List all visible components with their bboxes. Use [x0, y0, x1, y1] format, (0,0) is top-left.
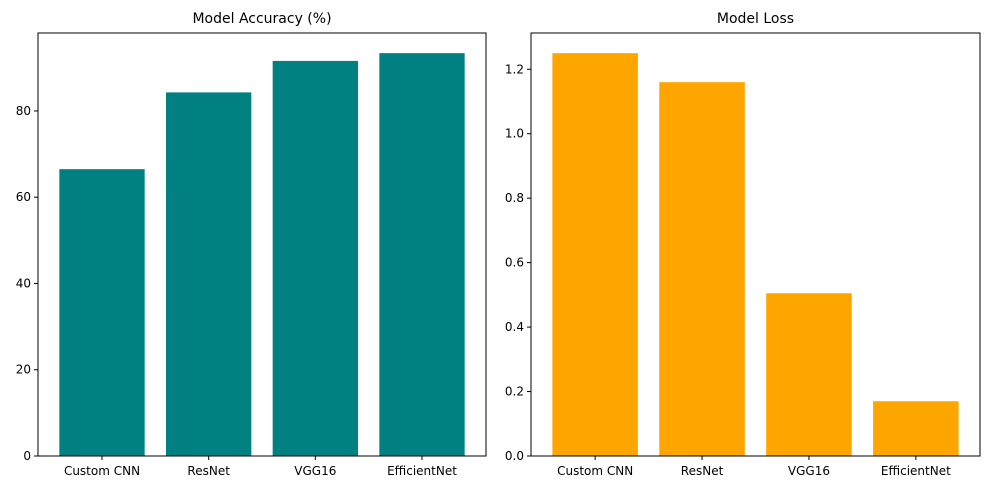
- accuracy-xtick-label-1: ResNet: [187, 464, 230, 478]
- loss-ytick-label-1: 0.2: [505, 385, 524, 399]
- accuracy-chart-title: Model Accuracy (%): [192, 11, 331, 27]
- accuracy-ytick-label-2: 40: [16, 276, 31, 290]
- accuracy-xtick-label-2: VGG16: [294, 464, 336, 478]
- accuracy-bar-1: [166, 92, 252, 456]
- loss-xtick-label-1: ResNet: [681, 464, 724, 478]
- accuracy-xtick-label-3: EfficientNet: [387, 464, 457, 478]
- loss-ytick-label-5: 1.0: [505, 127, 524, 141]
- accuracy-bar-2: [272, 60, 358, 456]
- accuracy-ytick-label-4: 80: [16, 104, 31, 118]
- accuracy-chart: Model Accuracy (%) 0 20 40 60 80 Custom CNN Res…: [16, 11, 487, 478]
- loss-ytick-label-4: 0.8: [505, 191, 524, 205]
- loss-chart-title: Model Loss: [717, 11, 794, 27]
- loss-bar-2: [766, 293, 852, 456]
- loss-bar-0: [552, 53, 638, 457]
- accuracy-bar-0: [59, 169, 145, 456]
- loss-bar-3: [873, 401, 959, 456]
- loss-chart: Model Loss 0.0 0.2 0.4 0.6 0.8 1.0 1.2 Custom CN…: [505, 11, 981, 478]
- loss-ytick-label-0: 0.0: [505, 449, 524, 463]
- loss-ytick-label-3: 0.6: [505, 256, 524, 270]
- loss-xtick-label-3: EfficientNet: [881, 464, 951, 478]
- loss-bar-1: [659, 82, 745, 457]
- accuracy-ytick-label-3: 60: [16, 190, 31, 204]
- loss-axes-frame: [530, 32, 981, 457]
- accuracy-ytick-label-0: 0: [23, 449, 31, 463]
- accuracy-ytick-label-1: 20: [16, 363, 31, 377]
- loss-xtick-label-2: VGG16: [788, 464, 830, 478]
- loss-xtick-label-0: Custom CNN: [557, 464, 633, 478]
- accuracy-bar-3: [379, 53, 465, 457]
- loss-ytick-label-6: 1.2: [505, 62, 524, 76]
- accuracy-xtick-label-0: Custom CNN: [64, 464, 140, 478]
- loss-ytick-label-2: 0.4: [505, 320, 524, 334]
- accuracy-axes-frame: [37, 32, 487, 457]
